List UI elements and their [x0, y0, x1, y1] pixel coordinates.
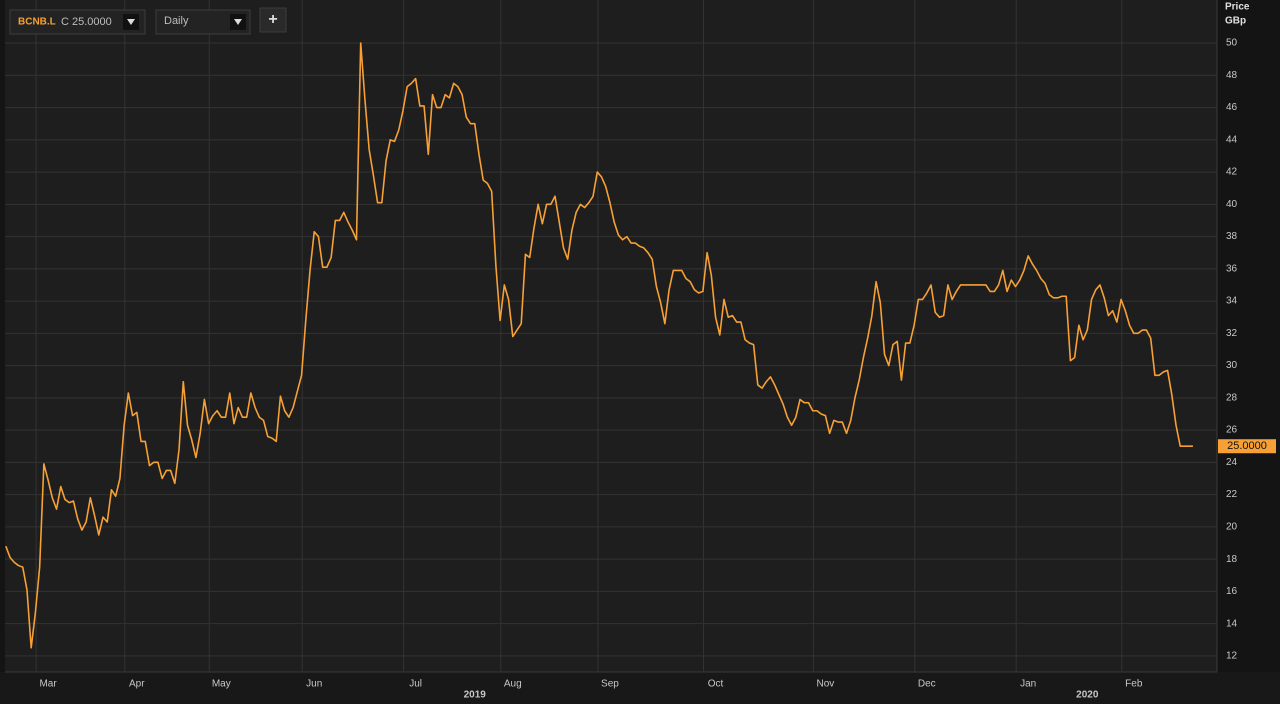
y-tick-label: 42: [1226, 167, 1238, 178]
x-tick-label: Nov: [816, 679, 834, 690]
y-tick-label: 18: [1226, 554, 1238, 565]
y-tick-label: 20: [1226, 522, 1238, 533]
year-label: 2019: [464, 690, 487, 701]
symbol: BCNB.L: [18, 17, 56, 28]
y-tick-label: 32: [1226, 328, 1238, 339]
x-tick-label: Sep: [601, 679, 619, 690]
y-tick-label: 44: [1226, 134, 1238, 145]
dropdown-arrow: [127, 19, 135, 25]
year-label: 2020: [1076, 690, 1099, 701]
y-tick-label: 28: [1226, 392, 1238, 403]
y-tick-label: 38: [1226, 231, 1238, 242]
x-tick-label: Jul: [409, 679, 422, 690]
y-tick-label: 30: [1226, 360, 1238, 371]
price-tag-box: [1218, 439, 1276, 454]
axis-title: Price: [1225, 2, 1250, 13]
y-tick-label: 12: [1226, 651, 1238, 662]
add-icon: +: [268, 11, 277, 28]
y-tick-label: 24: [1226, 457, 1238, 468]
x-tick-label: Jun: [306, 679, 322, 690]
y-tick-label: 22: [1226, 489, 1238, 500]
y-tick-label: 34: [1226, 296, 1238, 307]
plot-area: [5, 0, 1217, 672]
axis-unit: GBp: [1225, 16, 1246, 27]
x-tick-label: May: [212, 679, 231, 690]
y-tick-label: 40: [1226, 199, 1238, 210]
y-tick-label: 16: [1226, 586, 1238, 597]
x-tick-label: Aug: [504, 679, 522, 690]
x-tick-label: Jan: [1020, 679, 1036, 690]
x-tick-label: Mar: [39, 679, 57, 690]
y-tick-label: 48: [1226, 70, 1238, 81]
price-line: [5, 42, 1193, 649]
x-tick-label: Apr: [129, 679, 145, 690]
y-tick-label: 46: [1226, 102, 1238, 113]
x-tick-label: Dec: [918, 679, 936, 690]
x-tick-label: Oct: [708, 679, 724, 690]
dropdown-arrow: [234, 19, 242, 25]
x-axis-strip: [0, 672, 1280, 704]
y-tick-label: 26: [1226, 425, 1238, 436]
add-button[interactable]: [259, 7, 287, 33]
close-label: C 25.0000: [61, 16, 112, 28]
x-tick-label: Feb: [1125, 679, 1143, 690]
y-tick-label: 14: [1226, 618, 1238, 629]
interval: Daily: [164, 15, 189, 27]
price-tag: 25.0000: [1227, 440, 1267, 452]
symbol-box[interactable]: [9, 9, 146, 35]
y-tick-label: 36: [1226, 263, 1238, 274]
y-tick-label: 50: [1226, 38, 1238, 49]
